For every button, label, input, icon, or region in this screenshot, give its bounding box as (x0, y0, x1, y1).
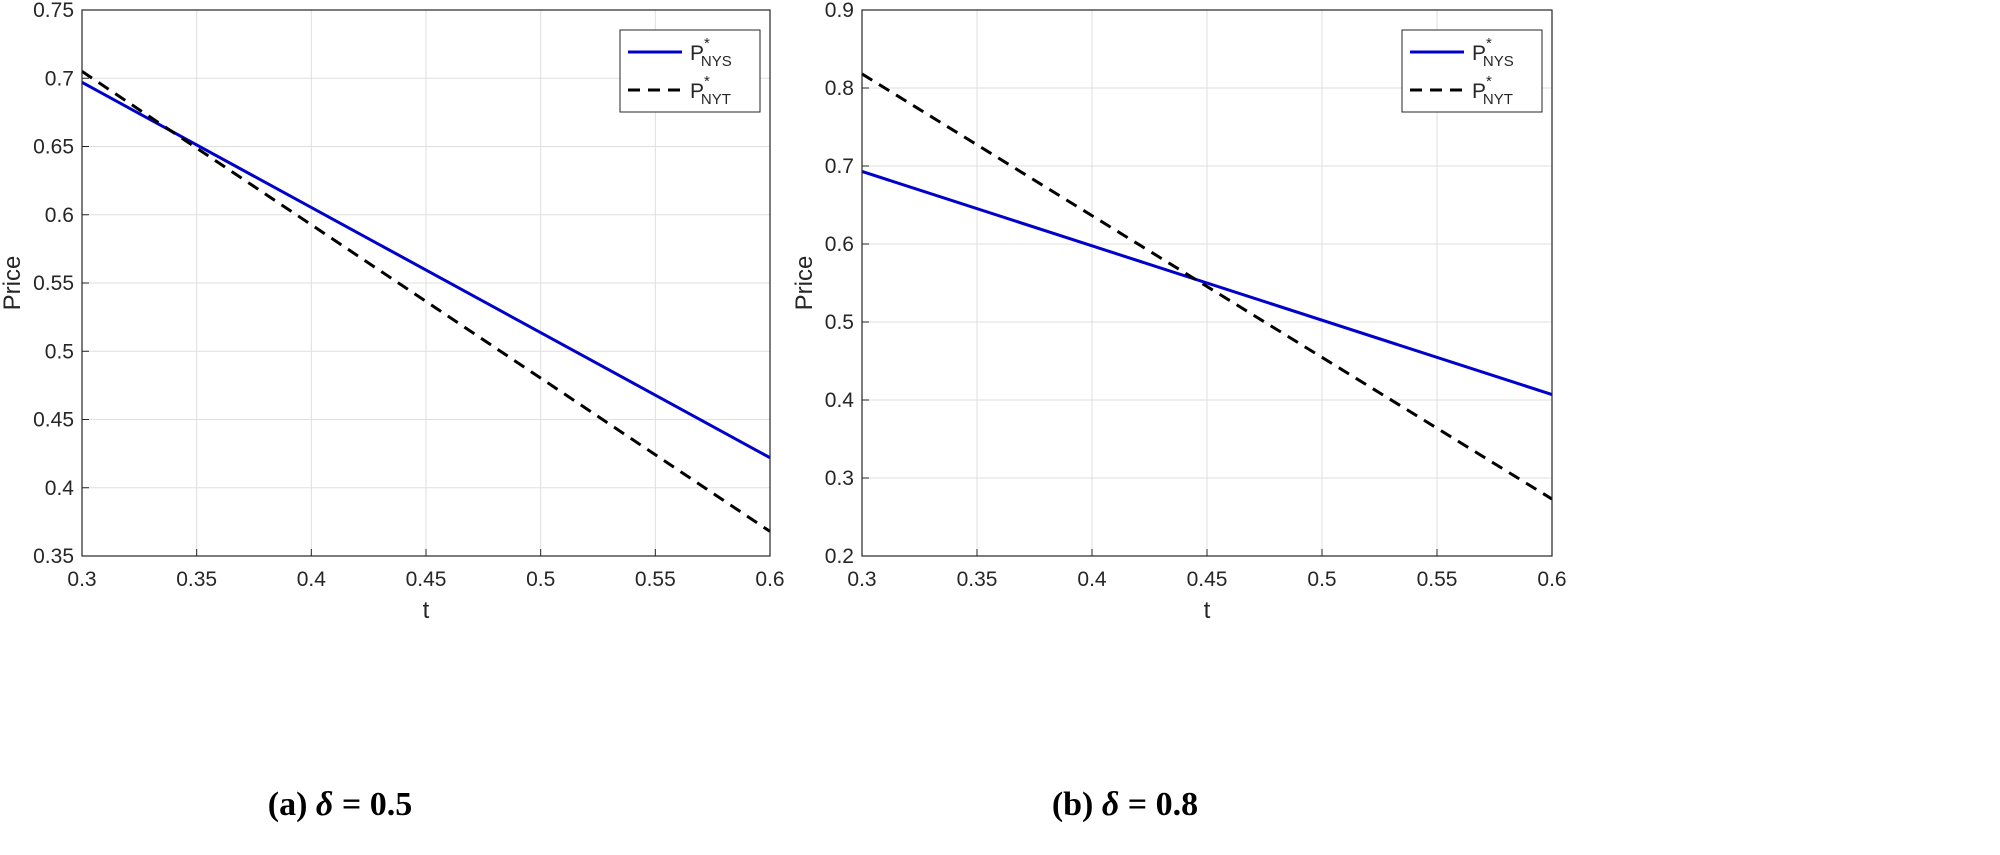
y-tick-label: 0.55 (33, 272, 74, 295)
y-tick-label: 0.75 (33, 0, 74, 22)
caption-value: = 0.8 (1119, 786, 1198, 823)
y-tick-label: 0.6 (45, 204, 74, 227)
legend-label-sup: * (704, 35, 710, 52)
x-tick-label: 0.35 (957, 568, 998, 591)
x-tick-label: 0.4 (297, 568, 327, 591)
y-tick-label: 0.6 (825, 233, 854, 256)
legend-label-nyt: P* NYT (690, 73, 731, 108)
caption-symbol: δ (316, 786, 333, 823)
y-axis-label: Price (791, 256, 818, 311)
y-tick-label: 0.35 (33, 545, 74, 568)
caption-symbol: δ (1102, 786, 1119, 823)
caption-prefix: (b) (1052, 786, 1102, 823)
legend-label-nys: P* NYS (690, 35, 732, 70)
y-tick-label: 0.2 (825, 545, 854, 568)
x-tick-label: 0.35 (176, 568, 217, 591)
x-tick-label: 0.55 (1417, 568, 1458, 591)
y-tick-label: 0.45 (33, 409, 74, 432)
y-tick-label: 0.5 (45, 340, 74, 363)
series-line-nyt (81, 70, 771, 533)
x-tick-label: 0.6 (1537, 568, 1566, 591)
caption-value: = 0.5 (333, 786, 412, 823)
y-tick-label: 0.9 (825, 0, 854, 22)
series-line-nys (861, 170, 1553, 396)
series-line-nys (81, 81, 771, 460)
y-tick-label: 0.5 (825, 311, 854, 334)
x-tick-label: 0.5 (526, 568, 555, 591)
x-tick-label: 0.3 (67, 568, 96, 591)
legend-label-sup: * (1486, 73, 1492, 90)
legend-box (619, 29, 761, 113)
y-axis-label: Price (0, 256, 26, 311)
panel-caption: (a) δ = 0.5 (268, 786, 412, 823)
x-tick-label: 0.4 (1077, 568, 1107, 591)
legend-box (1401, 29, 1543, 113)
panel-a: 0.3 0.35 0.4 0.45 0.5 0.55 0.60.350.40.450.50.… (0, 0, 785, 823)
legend-label-main: P (1472, 80, 1486, 103)
y-tick-label: 0.7 (45, 67, 74, 90)
x-tick-label: 0.45 (406, 568, 447, 591)
y-tick-label: 0.8 (825, 77, 854, 100)
series-line-nyt (861, 72, 1553, 501)
legend-label-sub: NYT (701, 91, 731, 108)
x-axis-label: t (423, 597, 430, 624)
y-tick-label: 0.4 (45, 477, 75, 500)
legend-label-sub: NYS (701, 53, 732, 70)
legend-label-main: P (690, 42, 704, 65)
legend-label-sub: NYS (1483, 53, 1514, 70)
axes-frame (81, 9, 771, 557)
x-tick-label: 0.6 (755, 568, 784, 591)
legend-label-main: P (1472, 42, 1486, 65)
x-axis-label: t (1204, 597, 1211, 624)
x-tick-label: 0.55 (635, 568, 676, 591)
caption-prefix: (a) (268, 786, 316, 823)
legend-label-sup: * (1486, 35, 1492, 52)
legend-label-sup: * (704, 73, 710, 90)
panel-caption: (b) δ = 0.8 (1052, 786, 1198, 823)
y-tick-label: 0.65 (33, 136, 74, 159)
axes-frame (861, 9, 1553, 557)
legend-label-sub: NYT (1483, 91, 1513, 108)
x-tick-label: 0.5 (1307, 568, 1336, 591)
legend-label-main: P (690, 80, 704, 103)
legend-label-nys: P* NYS (1472, 35, 1514, 70)
panel-b: 0.3 0.35 0.4 0.45 0.5 0.55 0.60.20.30.40.50.60… (791, 0, 1567, 823)
x-tick-label: 0.3 (847, 568, 876, 591)
y-tick-label: 0.4 (825, 389, 855, 412)
legend-label-nyt: P* NYT (1472, 73, 1513, 108)
x-tick-label: 0.45 (1187, 568, 1228, 591)
y-tick-label: 0.3 (825, 467, 854, 490)
y-tick-label: 0.7 (825, 155, 854, 178)
